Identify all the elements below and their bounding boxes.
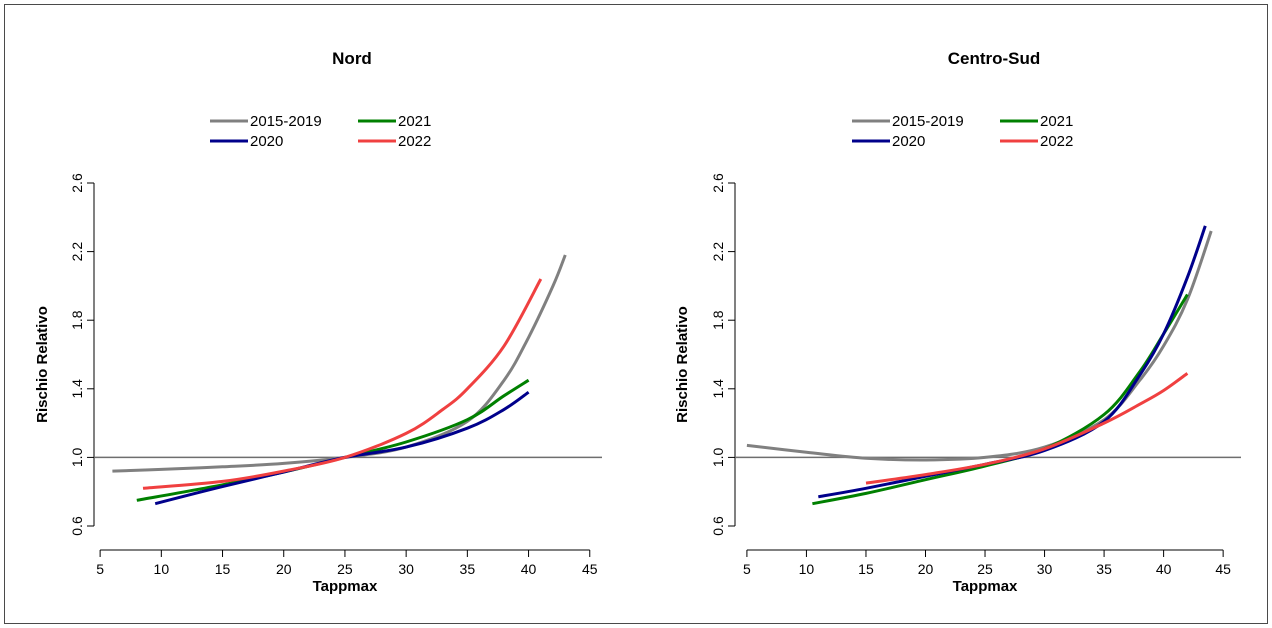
y-tick-label: 1.0 xyxy=(69,447,85,467)
y-axis-label: Rischio Relativo xyxy=(34,306,51,423)
series-line-2021 xyxy=(812,293,1189,506)
series-line-2022 xyxy=(865,372,1189,485)
series-line-2020 xyxy=(818,225,1207,499)
y-tick-label: 0.6 xyxy=(69,516,85,536)
legend-label: 2020 xyxy=(250,133,283,150)
series-line-2021 xyxy=(136,378,530,502)
y-tick-label: 2.6 xyxy=(710,173,726,193)
x-tick-label: 25 xyxy=(977,561,993,577)
x-tick-label: 35 xyxy=(460,561,476,577)
x-tick-label: 20 xyxy=(918,561,934,577)
chart-panel-nord: Nord 2015-2019 2021 2020 2022 0.6 1.0 1.4 1.8 2.2… xyxy=(34,49,602,595)
y-tick-label: 1.4 xyxy=(69,379,85,399)
series-line-2015-2019 xyxy=(746,230,1213,462)
legend-item-2022: 2022 xyxy=(1000,133,1073,150)
y-tick-label: 1.4 xyxy=(710,379,726,399)
x-tick-label: 5 xyxy=(743,561,751,577)
legend-label: 2020 xyxy=(892,133,925,150)
legend-item-2022: 2022 xyxy=(358,133,431,150)
x-tick-label: 45 xyxy=(582,561,598,577)
x-axis-label: Tappmax xyxy=(953,578,1018,595)
chart-panel-centro-sud: Centro-Sud 2015-2019 2021 2020 2022 0.6 1.0 1.4… xyxy=(674,49,1241,595)
y-tick-label: 1.0 xyxy=(710,447,726,467)
x-tick-label: 35 xyxy=(1096,561,1112,577)
y-tick-label: 2.2 xyxy=(710,242,726,262)
x-tick-label: 25 xyxy=(337,561,353,577)
x-tick-label: 15 xyxy=(858,561,874,577)
x-tick-label: 40 xyxy=(521,561,537,577)
chart-title: Centro-Sud xyxy=(948,49,1041,68)
x-tick-label: 5 xyxy=(96,561,104,577)
legend-label: 2021 xyxy=(1040,113,1073,130)
legend-item-2015-2019: 2015-2019 xyxy=(210,113,322,130)
x-tick-label: 10 xyxy=(799,561,815,577)
x-axis-label: Tappmax xyxy=(313,578,378,595)
x-tick-label: 10 xyxy=(154,561,170,577)
x-tick-label: 15 xyxy=(215,561,231,577)
x-tick-label: 45 xyxy=(1215,561,1231,577)
figure-frame xyxy=(4,4,1268,624)
legend-label: 2022 xyxy=(1040,133,1073,150)
y-axis-label: Rischio Relativo xyxy=(674,306,691,423)
legend-label: 2021 xyxy=(398,113,431,130)
x-tick-label: 30 xyxy=(398,561,414,577)
series-line-2020 xyxy=(154,390,530,506)
legend-label: 2015-2019 xyxy=(892,113,964,130)
y-tick-label: 2.6 xyxy=(69,173,85,193)
series-line-2022 xyxy=(142,278,543,490)
legend-item-2015-2019: 2015-2019 xyxy=(852,113,964,130)
y-tick-label: 1.8 xyxy=(69,310,85,330)
legend-item-2021: 2021 xyxy=(358,113,431,130)
legend-item-2020: 2020 xyxy=(852,133,925,150)
legend-label: 2022 xyxy=(398,133,431,150)
x-tick-label: 20 xyxy=(276,561,292,577)
legend-item-2021: 2021 xyxy=(1000,113,1073,130)
y-tick-label: 0.6 xyxy=(710,516,726,536)
chart-title: Nord xyxy=(332,49,372,68)
y-tick-label: 2.2 xyxy=(69,242,85,262)
series-line-2015-2019 xyxy=(112,254,567,473)
y-tick-label: 1.8 xyxy=(710,310,726,330)
x-tick-label: 30 xyxy=(1037,561,1053,577)
legend-item-2020: 2020 xyxy=(210,133,283,150)
x-tick-label: 40 xyxy=(1156,561,1172,577)
legend-label: 2015-2019 xyxy=(250,113,322,130)
